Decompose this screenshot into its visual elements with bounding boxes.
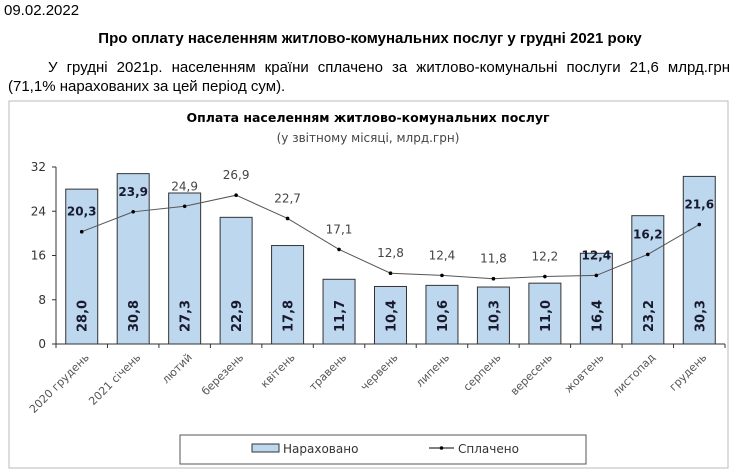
bar xyxy=(374,285,407,345)
chart-title: Оплата населенням житлово-комунальних по… xyxy=(186,110,550,125)
paid-value-label: 12,8 xyxy=(377,246,404,260)
legend-line-marker xyxy=(439,446,444,450)
bar-value-label: 27,3 xyxy=(179,300,194,332)
bar-value-label: 16,4 xyxy=(590,300,605,332)
summary-paragraph: У грудні 2021р. населенням країни сплаче… xyxy=(8,59,730,95)
paid-value-label: 12,4 xyxy=(582,248,612,262)
paid-point xyxy=(440,273,444,278)
bar xyxy=(116,173,150,345)
bar-value-label: 11,7 xyxy=(333,300,348,332)
date: 09.02.2022 xyxy=(4,2,80,19)
y-tick-label: 8 xyxy=(38,293,46,307)
page-title: Про оплату населенням житлово-комунальни… xyxy=(98,30,642,47)
legend-bar-swatch xyxy=(251,443,280,453)
paid-point xyxy=(543,274,547,279)
bar-value-label: 11,0 xyxy=(539,300,554,332)
bar-value-label: 17,8 xyxy=(282,300,297,332)
legend-box xyxy=(179,434,587,465)
y-tick-label: 0 xyxy=(38,337,46,351)
bar-value-label: 10,6 xyxy=(436,300,451,332)
paid-value-label: 26,9 xyxy=(223,168,250,182)
bar xyxy=(476,286,510,345)
bar xyxy=(682,175,716,345)
paid-value-label: 23,9 xyxy=(118,185,148,199)
paid-value-label: 22,7 xyxy=(274,191,301,205)
paid-point xyxy=(234,193,238,198)
legend-line-label: Сплачено xyxy=(458,442,519,456)
bar-value-label: 23,2 xyxy=(642,300,657,332)
paid-point xyxy=(594,273,599,278)
bar-value-label: 30,3 xyxy=(693,300,708,332)
bar-value-label: 28,0 xyxy=(76,300,91,332)
paid-point xyxy=(131,210,135,214)
bar-value-label: 22,9 xyxy=(230,300,245,332)
bar xyxy=(271,245,305,345)
bar-value-label: 30,8 xyxy=(127,300,142,332)
bar-value-label: 10,3 xyxy=(487,300,502,332)
bar xyxy=(219,216,253,345)
paid-point xyxy=(388,271,393,276)
paid-point xyxy=(285,216,290,221)
paid-point xyxy=(182,204,187,209)
bar xyxy=(528,282,562,345)
y-tick-label: 16 xyxy=(31,249,46,263)
y-tick-label: 32 xyxy=(31,160,46,174)
y-tick-label: 24 xyxy=(31,204,46,218)
paid-value-label: 21,6 xyxy=(684,198,714,212)
paid-point xyxy=(491,276,496,281)
paid-value-label: 12,4 xyxy=(429,248,456,262)
paid-point xyxy=(337,247,341,252)
chart-subtitle: (у звітному місяці, млрд.грн) xyxy=(277,131,460,145)
bar-value-label: 10,4 xyxy=(385,300,400,332)
legend-bar-label: Нараховано xyxy=(283,442,358,456)
paid-value-label: 24,9 xyxy=(171,179,198,193)
paid-value-label: 16,2 xyxy=(633,227,663,241)
paid-value-label: 17,1 xyxy=(326,222,353,236)
bar xyxy=(579,252,613,345)
bar xyxy=(425,284,459,345)
paid-point xyxy=(646,252,650,257)
bar xyxy=(65,188,99,345)
paid-value-label: 20,3 xyxy=(67,205,97,219)
paid-value-label: 11,8 xyxy=(480,252,507,266)
paid-point xyxy=(697,222,702,227)
paid-value-label: 12,2 xyxy=(532,250,559,264)
bar xyxy=(322,278,356,345)
paid-point xyxy=(79,229,84,234)
bar xyxy=(168,192,202,345)
bar xyxy=(631,215,665,345)
